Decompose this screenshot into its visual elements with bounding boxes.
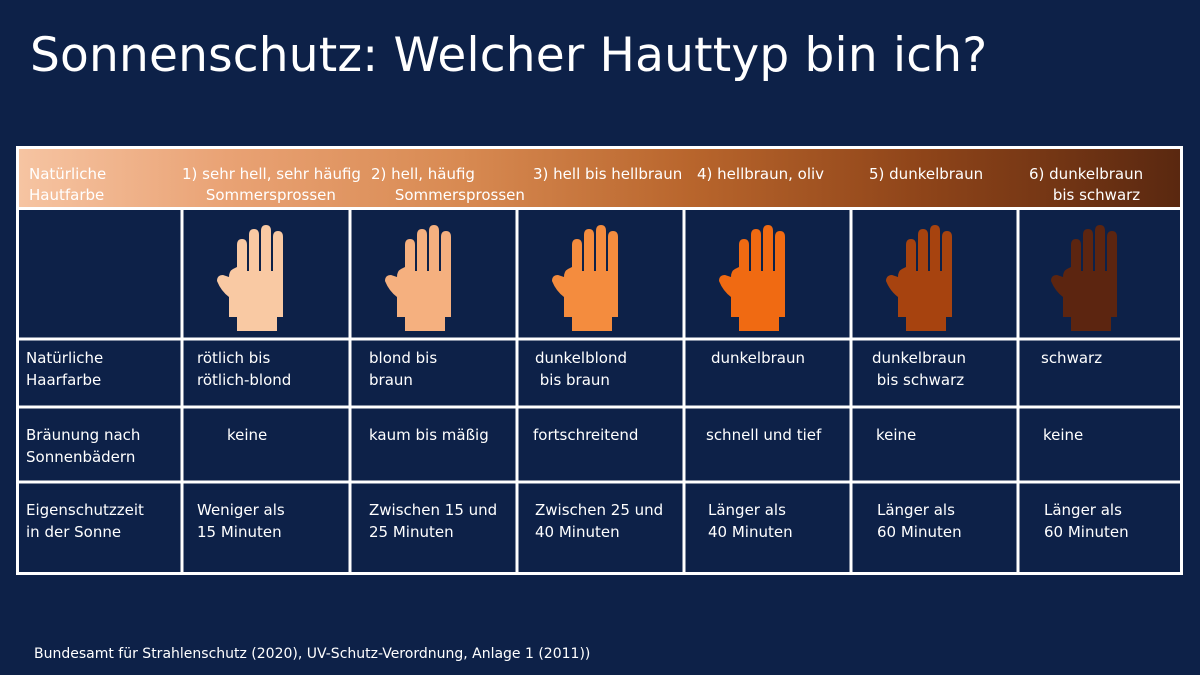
self-protection-type-4: Länger als 40 Minuten xyxy=(708,501,793,541)
row-label-skin-color: Natürliche Hautfarbe xyxy=(29,165,107,204)
source-note: Bundesamt für Strahlenschutz (2020), UV-… xyxy=(34,646,591,662)
table-grid: Natürliche Haarfarbe rötlich bis rötlich… xyxy=(16,207,1183,575)
skin-type-table: Natürliche Hautfarbe 1) sehr hell, sehr … xyxy=(16,146,1183,575)
tanning-type-6: keine xyxy=(1043,426,1084,444)
header-type-1: 1) sehr hell, sehr häufig Sommersprossen xyxy=(182,165,361,204)
hand-icon-shape xyxy=(217,225,283,331)
self-protection-type-1: Weniger als 15 Minuten xyxy=(197,501,285,541)
page-title: Sonnenschutz: Welcher Hauttyp bin ich? xyxy=(30,28,988,83)
row-label-tanning: Bräunung nach Sonnenbädern xyxy=(26,426,141,466)
hair-color-type-5: dunkelbraun bis schwarz xyxy=(872,349,966,389)
hair-color-type-4: dunkelbraun xyxy=(711,349,805,367)
self-protection-type-3: Zwischen 25 und 40 Minuten xyxy=(535,501,664,541)
self-protection-type-2: Zwischen 15 und 25 Minuten xyxy=(369,501,498,541)
hair-color-type-2: blond bis braun xyxy=(369,349,438,389)
row-label-self-protection: Eigenschutzzeit in der Sonne xyxy=(26,501,144,541)
hand-icon-shape xyxy=(552,225,618,331)
skin-color-header-row: Natürliche Hautfarbe 1) sehr hell, sehr … xyxy=(16,146,1183,207)
header-type-2: 2) hell, häufig Sommersprossen xyxy=(371,165,525,204)
self-protection-type-5: Länger als 60 Minuten xyxy=(877,501,962,541)
tanning-type-4: schnell und tief xyxy=(706,426,822,444)
hair-color-type-3: dunkelblond bis braun xyxy=(535,349,627,389)
header-type-6: 6) dunkelbraun bis schwarz xyxy=(1029,165,1144,204)
hand-icon-shape xyxy=(1051,225,1117,331)
tanning-type-1: keine xyxy=(227,426,268,444)
hand-icon-shape xyxy=(719,225,785,331)
header-type-3: 3) hell bis hellbraun xyxy=(533,165,683,183)
table-grid-lines xyxy=(16,207,1183,575)
header-type-4: 4) hellbraun, oliv xyxy=(697,165,825,183)
tanning-type-5: keine xyxy=(876,426,917,444)
self-protection-type-6: Länger als 60 Minuten xyxy=(1044,501,1129,541)
row-label-hair-color: Natürliche Haarfarbe xyxy=(26,349,104,389)
header-type-5: 5) dunkelbraun xyxy=(869,165,984,183)
hand-icon-shape xyxy=(385,225,451,331)
hair-color-type-6: schwarz xyxy=(1041,349,1103,367)
tanning-type-2: kaum bis mäßig xyxy=(369,426,489,444)
hair-color-type-1: rötlich bis rötlich-blond xyxy=(197,349,292,389)
tanning-type-3: fortschreitend xyxy=(533,426,639,444)
hand-icon-shape xyxy=(886,225,952,331)
